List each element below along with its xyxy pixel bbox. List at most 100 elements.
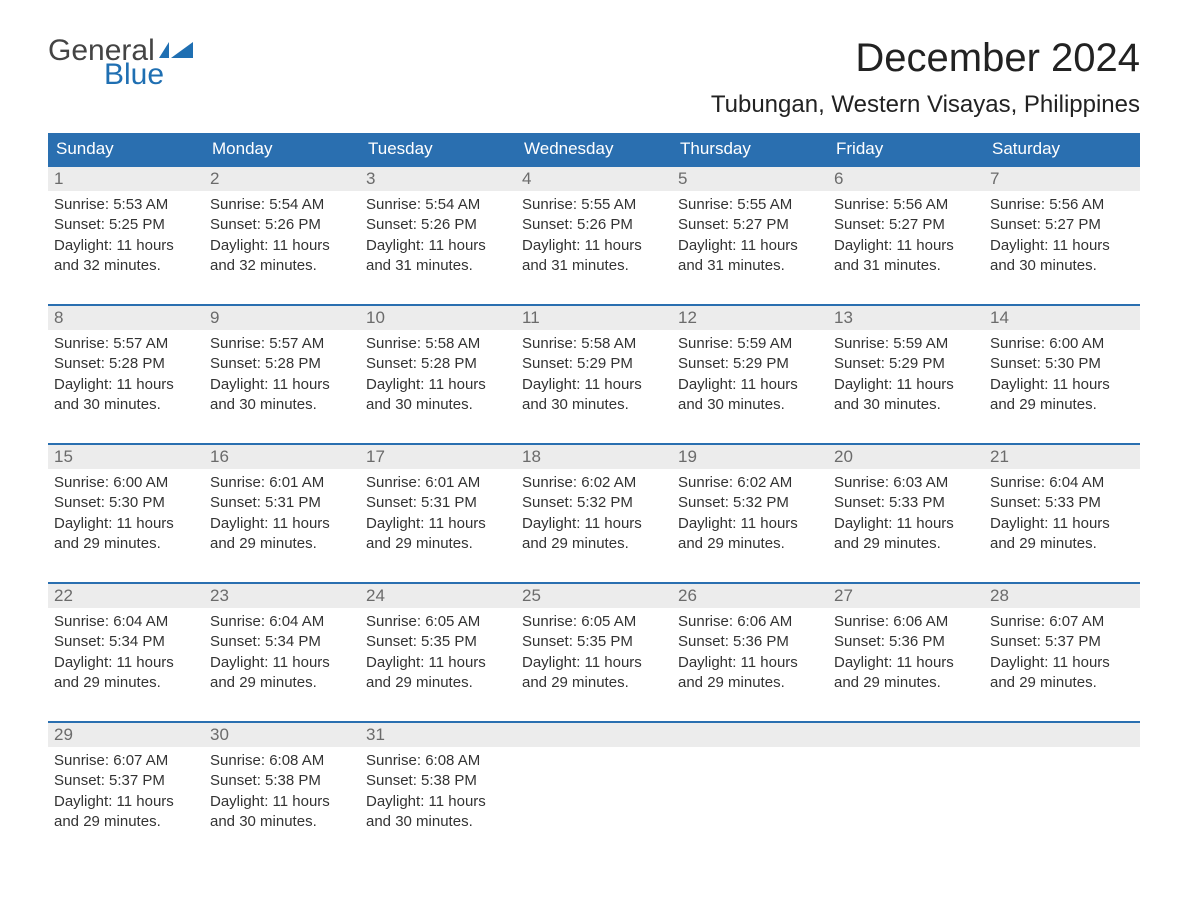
day-number: 2 xyxy=(204,167,360,191)
calendar-week: 293031 Sunrise: 6:07 AMSunset: 5:37 PMDay… xyxy=(48,721,1140,838)
day-cell: Sunrise: 6:00 AMSunset: 5:30 PMDaylight:… xyxy=(984,330,1140,421)
day-number xyxy=(672,723,828,747)
calendar: Sunday Monday Tuesday Wednesday Thursday… xyxy=(48,133,1140,838)
sunset-text: Sunset: 5:34 PM xyxy=(210,632,354,652)
day-number xyxy=(828,723,984,747)
daylight-text-line1: Daylight: 11 hours xyxy=(834,236,978,256)
day-cell: Sunrise: 6:00 AMSunset: 5:30 PMDaylight:… xyxy=(48,469,204,560)
day-cell xyxy=(984,747,1140,838)
day-number: 31 xyxy=(360,723,516,747)
day-number: 15 xyxy=(48,445,204,469)
daylight-text-line1: Daylight: 11 hours xyxy=(990,375,1134,395)
day-number: 3 xyxy=(360,167,516,191)
day-cell: Sunrise: 6:07 AMSunset: 5:37 PMDaylight:… xyxy=(48,747,204,838)
day-cell: Sunrise: 5:57 AMSunset: 5:28 PMDaylight:… xyxy=(48,330,204,421)
sunrise-text: Sunrise: 5:58 AM xyxy=(522,334,666,354)
day-number: 26 xyxy=(672,584,828,608)
daylight-text-line1: Daylight: 11 hours xyxy=(522,514,666,534)
sunrise-text: Sunrise: 6:07 AM xyxy=(990,612,1134,632)
day-cell: Sunrise: 6:08 AMSunset: 5:38 PMDaylight:… xyxy=(360,747,516,838)
sunset-text: Sunset: 5:32 PM xyxy=(522,493,666,513)
daylight-text-line1: Daylight: 11 hours xyxy=(210,792,354,812)
day-cell: Sunrise: 5:56 AMSunset: 5:27 PMDaylight:… xyxy=(984,191,1140,282)
sunset-text: Sunset: 5:38 PM xyxy=(366,771,510,791)
sunset-text: Sunset: 5:36 PM xyxy=(678,632,822,652)
sunrise-text: Sunrise: 5:57 AM xyxy=(54,334,198,354)
day-number: 7 xyxy=(984,167,1140,191)
day-number: 10 xyxy=(360,306,516,330)
daylight-text-line1: Daylight: 11 hours xyxy=(366,514,510,534)
daylight-text-line1: Daylight: 11 hours xyxy=(54,375,198,395)
sunset-text: Sunset: 5:26 PM xyxy=(522,215,666,235)
sunset-text: Sunset: 5:29 PM xyxy=(522,354,666,374)
sunrise-text: Sunrise: 6:07 AM xyxy=(54,751,198,771)
sunrise-text: Sunrise: 5:53 AM xyxy=(54,195,198,215)
sunrise-text: Sunrise: 6:03 AM xyxy=(834,473,978,493)
daylight-text-line1: Daylight: 11 hours xyxy=(678,653,822,673)
daylight-text-line1: Daylight: 11 hours xyxy=(54,514,198,534)
sunset-text: Sunset: 5:25 PM xyxy=(54,215,198,235)
sunset-text: Sunset: 5:28 PM xyxy=(210,354,354,374)
sunset-text: Sunset: 5:35 PM xyxy=(366,632,510,652)
daylight-text-line2: and 30 minutes. xyxy=(210,395,354,415)
sunrise-text: Sunrise: 6:02 AM xyxy=(522,473,666,493)
day-number: 29 xyxy=(48,723,204,747)
daylight-text-line1: Daylight: 11 hours xyxy=(522,236,666,256)
daylight-text-line2: and 29 minutes. xyxy=(990,395,1134,415)
location-subtitle: Tubungan, Western Visayas, Philippines xyxy=(711,91,1140,119)
sunset-text: Sunset: 5:28 PM xyxy=(366,354,510,374)
day-cell: Sunrise: 5:56 AMSunset: 5:27 PMDaylight:… xyxy=(828,191,984,282)
daylight-text-line1: Daylight: 11 hours xyxy=(522,375,666,395)
day-cell: Sunrise: 6:01 AMSunset: 5:31 PMDaylight:… xyxy=(360,469,516,560)
day-cell: Sunrise: 6:03 AMSunset: 5:33 PMDaylight:… xyxy=(828,469,984,560)
daybody-strip: Sunrise: 5:53 AMSunset: 5:25 PM Daylight:… xyxy=(48,191,1140,282)
sunrise-text: Sunrise: 5:56 AM xyxy=(834,195,978,215)
day-number: 23 xyxy=(204,584,360,608)
dow-cell: Sunday xyxy=(48,133,204,165)
daylight-text-line2: and 31 minutes. xyxy=(678,256,822,276)
daylight-text-line2: and 29 minutes. xyxy=(522,534,666,554)
daynum-strip: 15161718192021 xyxy=(48,445,1140,469)
day-number: 30 xyxy=(204,723,360,747)
day-number: 25 xyxy=(516,584,672,608)
day-cell: Sunrise: 6:06 AMSunset: 5:36 PMDaylight:… xyxy=(672,608,828,699)
calendar-week: 15161718192021Sunrise: 6:00 AMSunset: 5:… xyxy=(48,443,1140,560)
month-title: December 2024 xyxy=(711,36,1140,81)
day-cell: Sunrise: 6:08 AMSunset: 5:38 PMDaylight:… xyxy=(204,747,360,838)
sunset-text: Sunset: 5:31 PM xyxy=(366,493,510,513)
sunrise-text: Sunrise: 6:06 AM xyxy=(834,612,978,632)
day-cell: Sunrise: 6:04 AMSunset: 5:34 PMDaylight:… xyxy=(48,608,204,699)
daylight-text-line1: Daylight: 11 hours xyxy=(210,236,354,256)
daylight-text-line2: and 32 minutes. xyxy=(54,256,198,276)
day-cell: Sunrise: 5:59 AMSunset: 5:29 PMDaylight:… xyxy=(828,330,984,421)
daylight-text-line1: Daylight: 11 hours xyxy=(990,514,1134,534)
day-number: 1 xyxy=(48,167,204,191)
sunset-text: Sunset: 5:29 PM xyxy=(678,354,822,374)
daylight-text-line1: Daylight: 11 hours xyxy=(366,236,510,256)
daylight-text-line1: Daylight: 11 hours xyxy=(210,653,354,673)
daylight-text-line2: and 29 minutes. xyxy=(54,673,198,693)
day-number: 27 xyxy=(828,584,984,608)
brand-word-2: Blue xyxy=(104,60,193,90)
sunset-text: Sunset: 5:32 PM xyxy=(678,493,822,513)
day-number xyxy=(516,723,672,747)
daylight-text-line1: Daylight: 11 hours xyxy=(990,653,1134,673)
sunset-text: Sunset: 5:31 PM xyxy=(210,493,354,513)
daybody-strip: Sunrise: 6:07 AMSunset: 5:37 PMDaylight:… xyxy=(48,747,1140,838)
daybody-strip: Sunrise: 6:00 AMSunset: 5:30 PMDaylight:… xyxy=(48,469,1140,560)
sunrise-text: Sunrise: 5:58 AM xyxy=(366,334,510,354)
day-number: 6 xyxy=(828,167,984,191)
daylight-text-line2: and 29 minutes. xyxy=(54,812,198,832)
sunrise-text: Sunrise: 5:55 AM xyxy=(678,195,822,215)
daylight-text-line2: and 30 minutes. xyxy=(990,256,1134,276)
day-cell: Sunrise: 6:04 AMSunset: 5:33 PMDaylight:… xyxy=(984,469,1140,560)
day-cell: Sunrise: 6:06 AMSunset: 5:36 PMDaylight:… xyxy=(828,608,984,699)
day-cell: Sunrise: 5:55 AMSunset: 5:27 PMDaylight:… xyxy=(672,191,828,282)
sunset-text: Sunset: 5:35 PM xyxy=(522,632,666,652)
day-cell: Sunrise: 5:57 AMSunset: 5:28 PMDaylight:… xyxy=(204,330,360,421)
sunrise-text: Sunrise: 5:56 AM xyxy=(990,195,1134,215)
sunset-text: Sunset: 5:30 PM xyxy=(990,354,1134,374)
sunrise-text: Sunrise: 6:04 AM xyxy=(54,612,198,632)
daylight-text-line1: Daylight: 11 hours xyxy=(990,236,1134,256)
day-number: 19 xyxy=(672,445,828,469)
